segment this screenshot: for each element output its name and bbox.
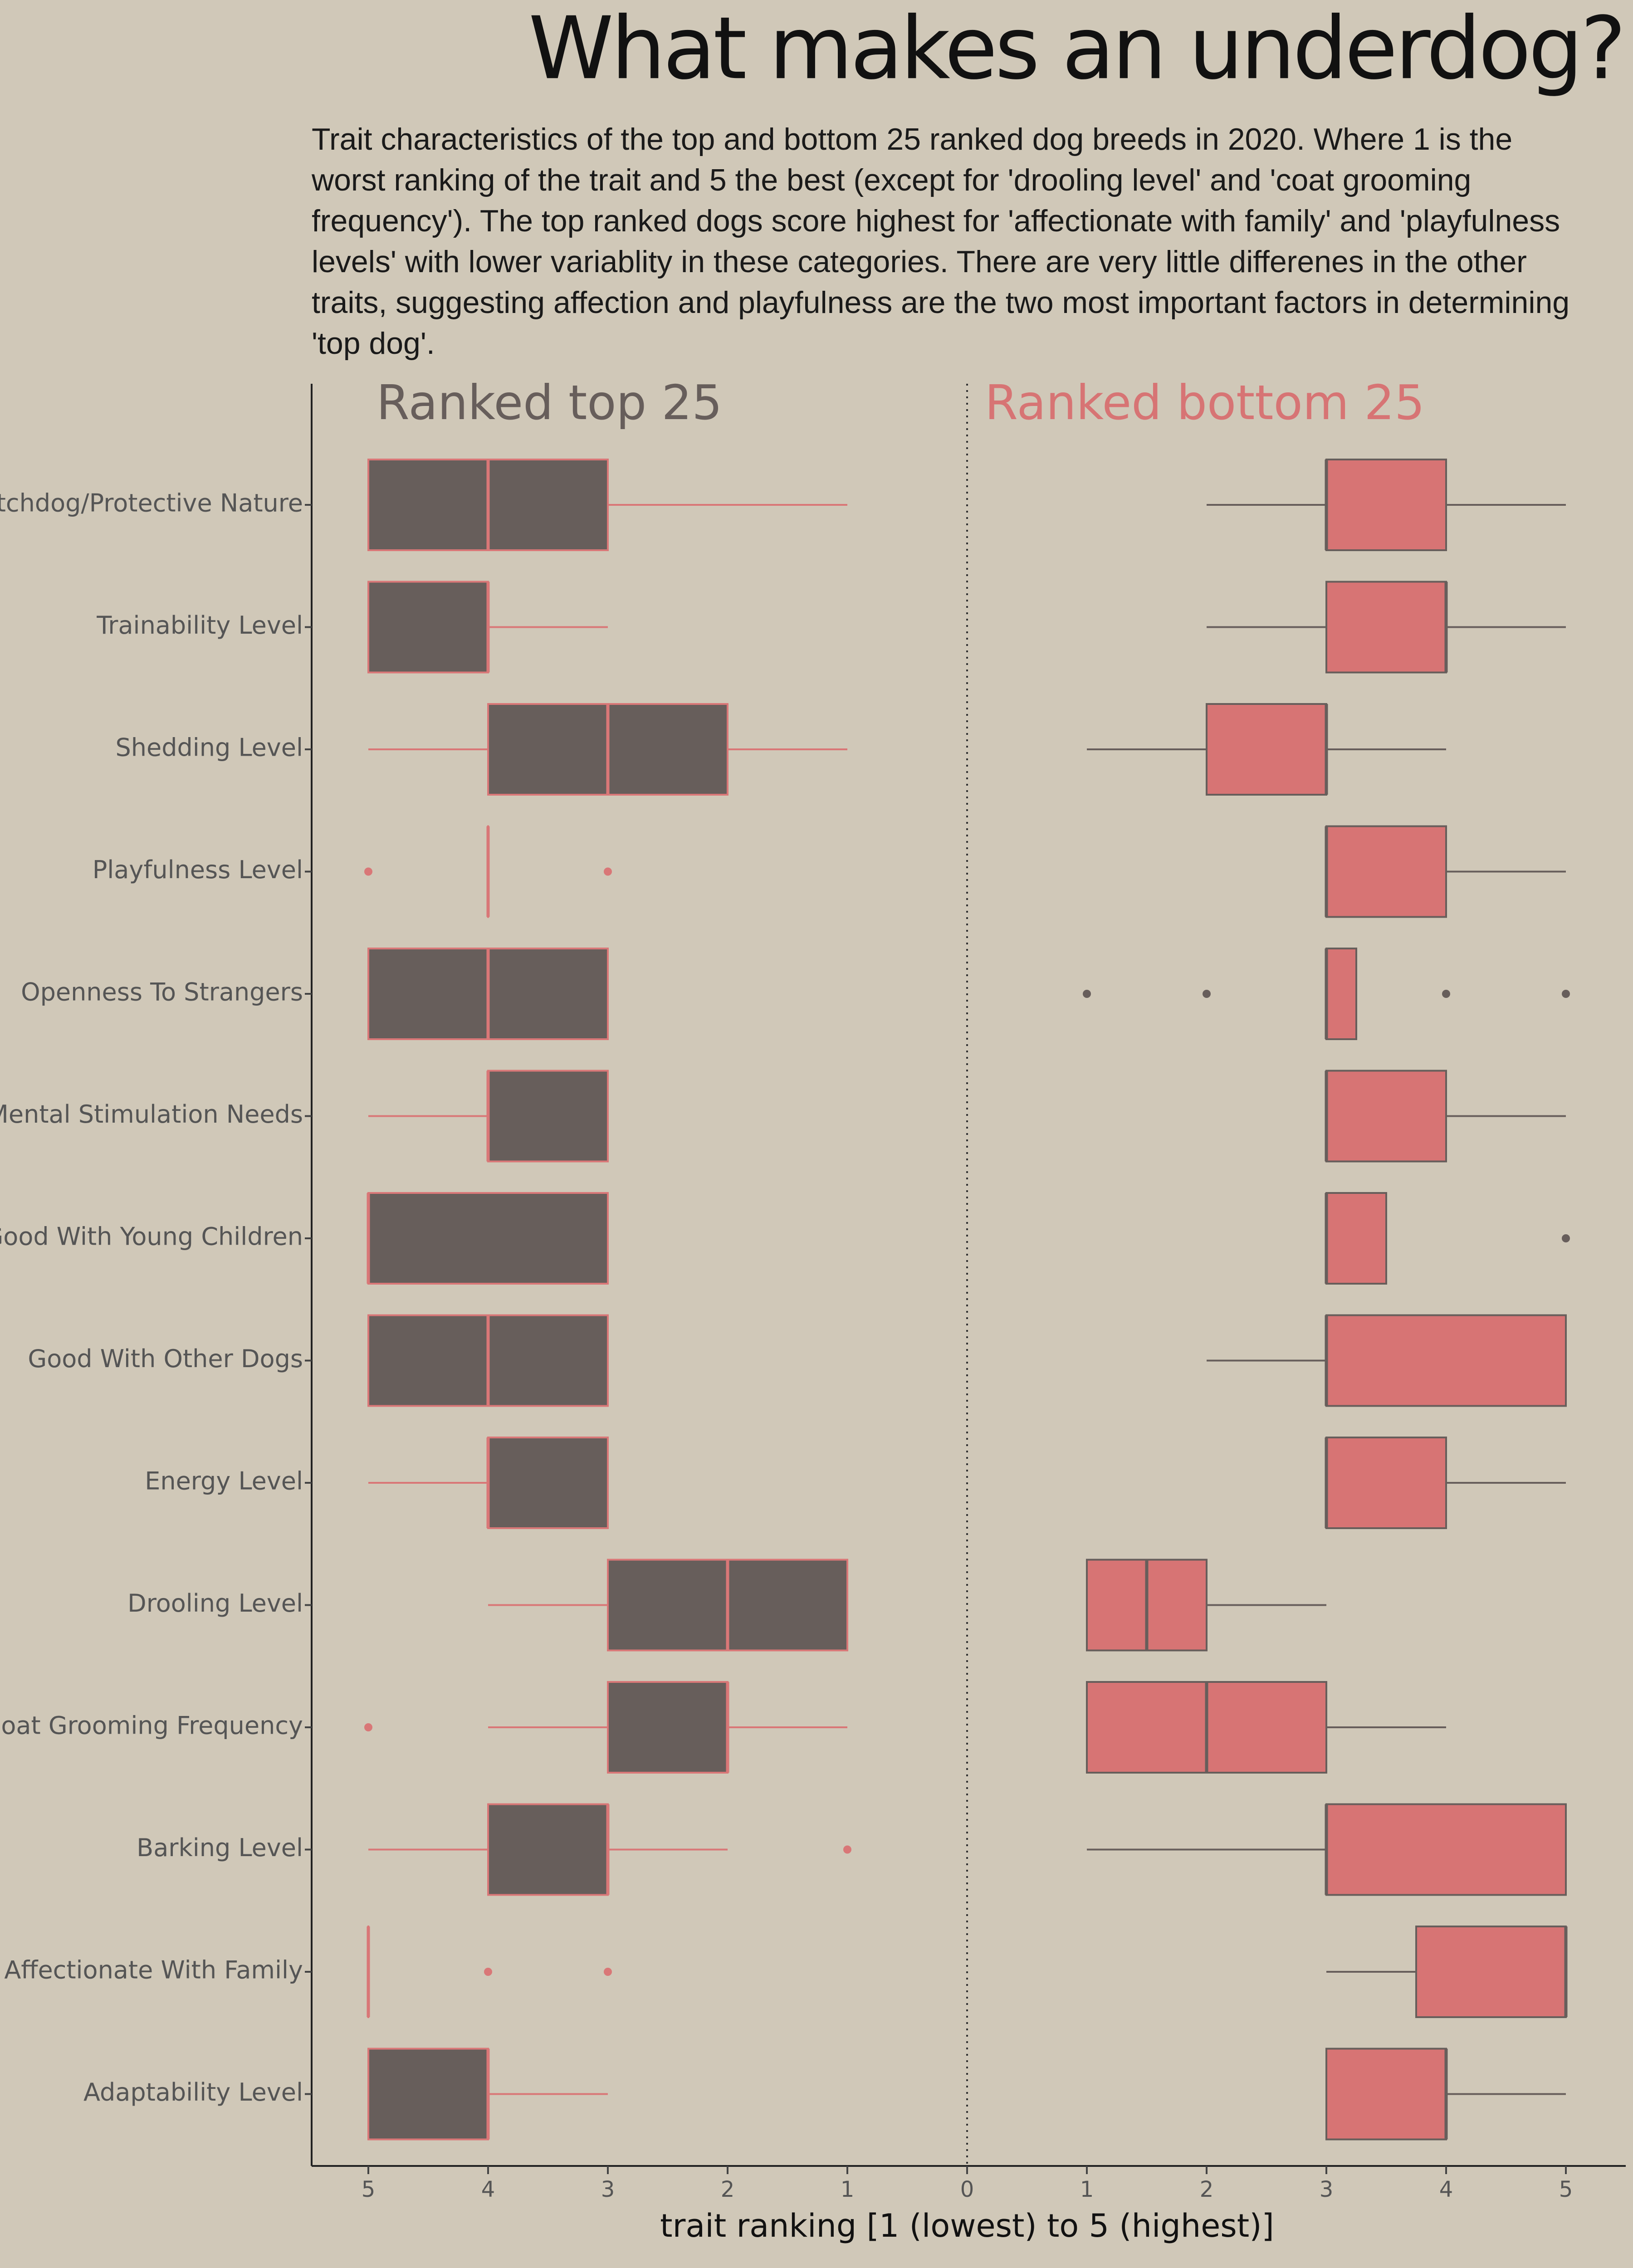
box [1325, 2048, 1447, 2141]
x-tick-label: 0 [960, 2177, 974, 2202]
y-tick-label: Shedding Level [116, 733, 303, 762]
y-tick-label: Mental Stimulation Needs [0, 1100, 303, 1129]
box [1206, 703, 1327, 796]
y-tick-label: Energy Level [145, 1467, 303, 1496]
x-tick-label: 4 [481, 2177, 495, 2202]
box [1325, 581, 1447, 674]
box [1325, 1314, 1567, 1407]
y-tick-label: Trainability Level [96, 611, 303, 640]
box [1415, 1926, 1567, 2018]
x-tick-label: 2 [721, 2177, 735, 2202]
chart-title: What makes an underdog? [528, 0, 1626, 98]
y-tick-label: Good With Young Children [0, 1222, 303, 1251]
caption: Source: American Kennel Club | #TidyTues… [787, 2266, 1626, 2268]
y-tick-label: Playfulness Level [93, 855, 303, 884]
y-tick-label: Coat Grooming Frequency [0, 1711, 303, 1740]
x-tick-label: 1 [841, 2177, 855, 2202]
outlier [604, 867, 612, 876]
box [1325, 1070, 1447, 1163]
outlier [364, 867, 372, 876]
legend-label: Ranked bottom 25 [985, 375, 1425, 430]
box [1325, 459, 1447, 551]
y-tick-label: Barking Level [137, 1833, 303, 1862]
x-tick-label: 3 [601, 2177, 615, 2202]
outlier [1083, 990, 1091, 998]
y-tick-label: Watchdog/Protective Nature [0, 489, 303, 518]
box [1325, 825, 1447, 918]
y-tick-label: Drooling Level [127, 1589, 303, 1618]
y-tick-label: Openness To Strangers [21, 978, 303, 1007]
outlier [364, 1723, 372, 1731]
x-tick-label: 5 [1559, 2177, 1573, 2202]
box [1325, 1437, 1447, 1529]
outlier [1562, 990, 1570, 998]
y-tick-label: Adaptability Level [83, 2078, 303, 2107]
outlier [604, 1968, 612, 1976]
legend-label: Ranked top 25 [376, 375, 722, 430]
outlier [484, 1968, 492, 1976]
box [487, 1437, 609, 1529]
box [367, 2048, 489, 2141]
outlier [1442, 990, 1450, 998]
outlier [1562, 1234, 1570, 1242]
x-tick-label: 2 [1200, 2177, 1214, 2202]
y-tick-label: Good With Other Dogs [28, 1344, 303, 1373]
box [607, 1681, 728, 1774]
box [487, 1070, 609, 1163]
box [1325, 948, 1357, 1040]
x-tick-label: 1 [1080, 2177, 1094, 2202]
x-tick-label: 4 [1439, 2177, 1453, 2202]
outlier [1203, 990, 1211, 998]
outlier [843, 1845, 851, 1854]
box [367, 1192, 609, 1285]
x-axis-label: trait ranking [1 (lowest) to 5 (highest)… [660, 2207, 1274, 2244]
box [1325, 1192, 1387, 1285]
box [487, 1803, 609, 1896]
box [367, 581, 489, 674]
x-tick-label: 5 [362, 2177, 376, 2202]
box [1325, 1803, 1567, 1896]
x-tick-label: 3 [1320, 2177, 1334, 2202]
y-tick-label: Affectionate With Family [4, 1956, 303, 1984]
subtitle: Trait characteristics of the top and bot… [312, 122, 1570, 361]
